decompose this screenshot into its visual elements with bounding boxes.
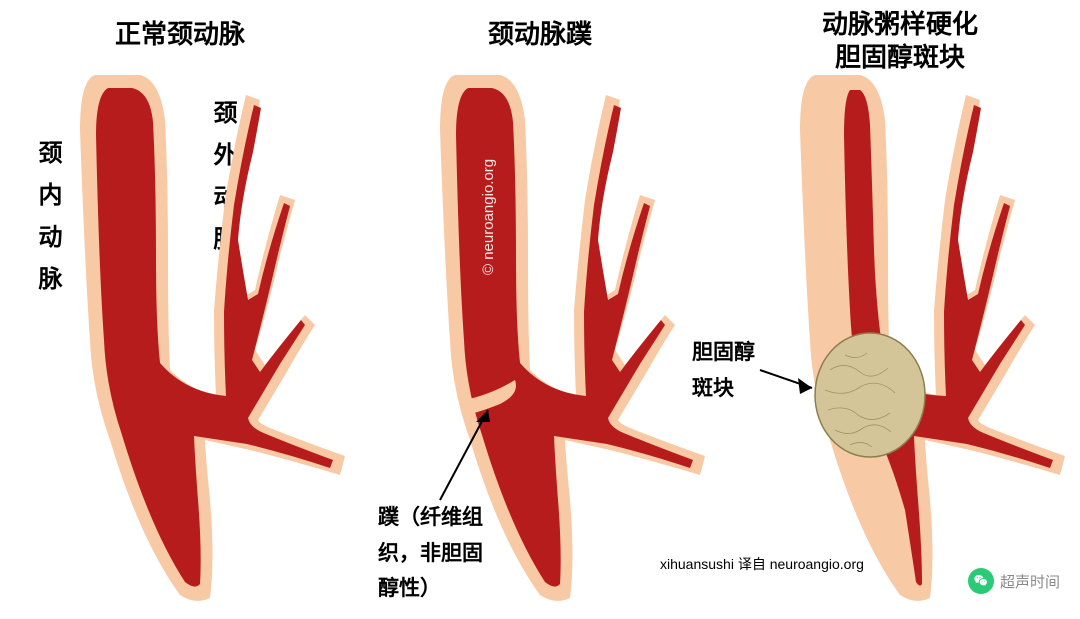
panel-plaque: 动脉粥样硬化 胆固醇斑块 胆固醇 斑块 xihuansushi 译自 neuro… (720, 0, 1080, 614)
annot-plaque: 胆固醇 斑块 (692, 335, 755, 406)
watermark-text: 超声时间 (1000, 571, 1060, 592)
watermark: 超声时间 (968, 568, 1060, 594)
credit-text: xihuansushi 译自 neuroangio.org (660, 554, 864, 574)
artery-normal: .outer { fill:#f7c9a4; } .lumen { fill:#… (0, 0, 360, 614)
copyright-mark: © neuroangio.org (480, 159, 497, 275)
annot-web: 蹼（纤维组 织，非胆固 醇性） (378, 500, 483, 607)
panel-web: 颈动脉蹼 © neuroangio.org 蹼（纤维组 织，非胆固 醇性） (360, 0, 720, 614)
artery-plaque (720, 0, 1080, 614)
panel-normal: 正常颈动脉 颈内动脉 颈外动脉 .outer { fill:#f7c9a4; }… (0, 0, 360, 614)
wechat-icon (968, 568, 994, 594)
